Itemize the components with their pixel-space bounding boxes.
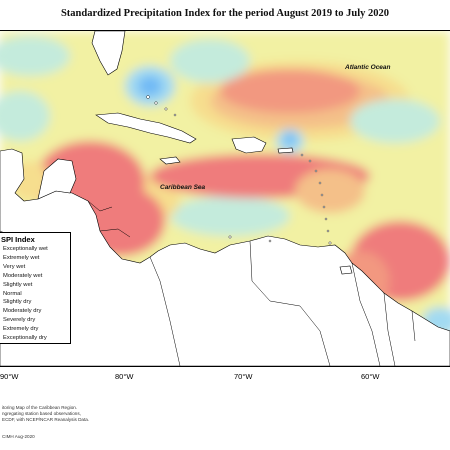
legend-item: Moderately wet (3, 272, 43, 279)
land-hispaniola (231, 136, 267, 154)
spi-legend: SPI Index Exceptionally wet Extremely wet… (0, 232, 71, 344)
land-layer (0, 31, 450, 366)
legend-item: Slightly dry (3, 299, 32, 306)
land-florida (91, 31, 126, 76)
footer-line-4: CIMH Aug-2020 (2, 434, 35, 439)
footer-line-2: ngregating station based observations, (2, 411, 81, 416)
land-trinidad (339, 265, 353, 275)
zone-slightly-wet-ne (350, 99, 440, 143)
tick-70w: 70°W (234, 372, 253, 381)
caribbean-sea-label: Caribbean Sea (160, 184, 206, 191)
island-dots (146, 95, 332, 245)
land-yucatan (37, 158, 77, 200)
legend-item: Severely dry (3, 317, 36, 324)
tick-90w: 90°W (0, 372, 19, 381)
footer-line-3: ECDF, with NCEP/NCAR Reanalysis Data. (2, 417, 90, 422)
zone-slightly-wet-north (170, 39, 250, 83)
legend-item: Normal (3, 290, 22, 297)
legend-item: Very wet (3, 263, 26, 270)
legend-item: Extremely wet (3, 254, 40, 261)
legend-item: Exceptionally dry (3, 335, 47, 342)
spi-map-canvas: Atlantic Ocean Caribbean Sea (0, 31, 450, 366)
zone-very-wet-bahamas (138, 76, 162, 96)
atlantic-ocean-label: Atlantic Ocean (344, 64, 391, 71)
zone-moderately-dry-east (295, 169, 365, 213)
map-title: Standardized Precipitation Index for the… (60, 8, 390, 19)
zone-slightly-wet-w (0, 91, 50, 141)
spi-map: Atlantic Ocean Caribbean Sea (0, 30, 450, 367)
footer-line-1: itoring Map of the Caribbean Region. (2, 405, 78, 410)
tick-80w: 80°W (115, 372, 134, 381)
land-jamaica (159, 156, 181, 165)
zone-slightly-wet-center (170, 196, 290, 236)
legend-item: Exceptionally wet (3, 246, 48, 252)
tick-60w: 60°W (361, 372, 380, 381)
legend-item: Slightly wet (3, 281, 33, 288)
legend-title: SPI Index (1, 235, 35, 244)
land-puerto-rico (277, 147, 294, 154)
zone-slightly-wet-nw (0, 36, 70, 76)
legend-item: Moderately dry (3, 308, 42, 315)
legend-items: Exceptionally wet Extremely wet Very wet Mo… (0, 245, 70, 343)
zone-very-wet-pr (284, 133, 296, 145)
zone-severely-dry-atlantic (220, 69, 360, 113)
country-borders (0, 200, 416, 366)
legend-item: Extremely dry (3, 326, 39, 333)
land-cuba (95, 112, 197, 144)
